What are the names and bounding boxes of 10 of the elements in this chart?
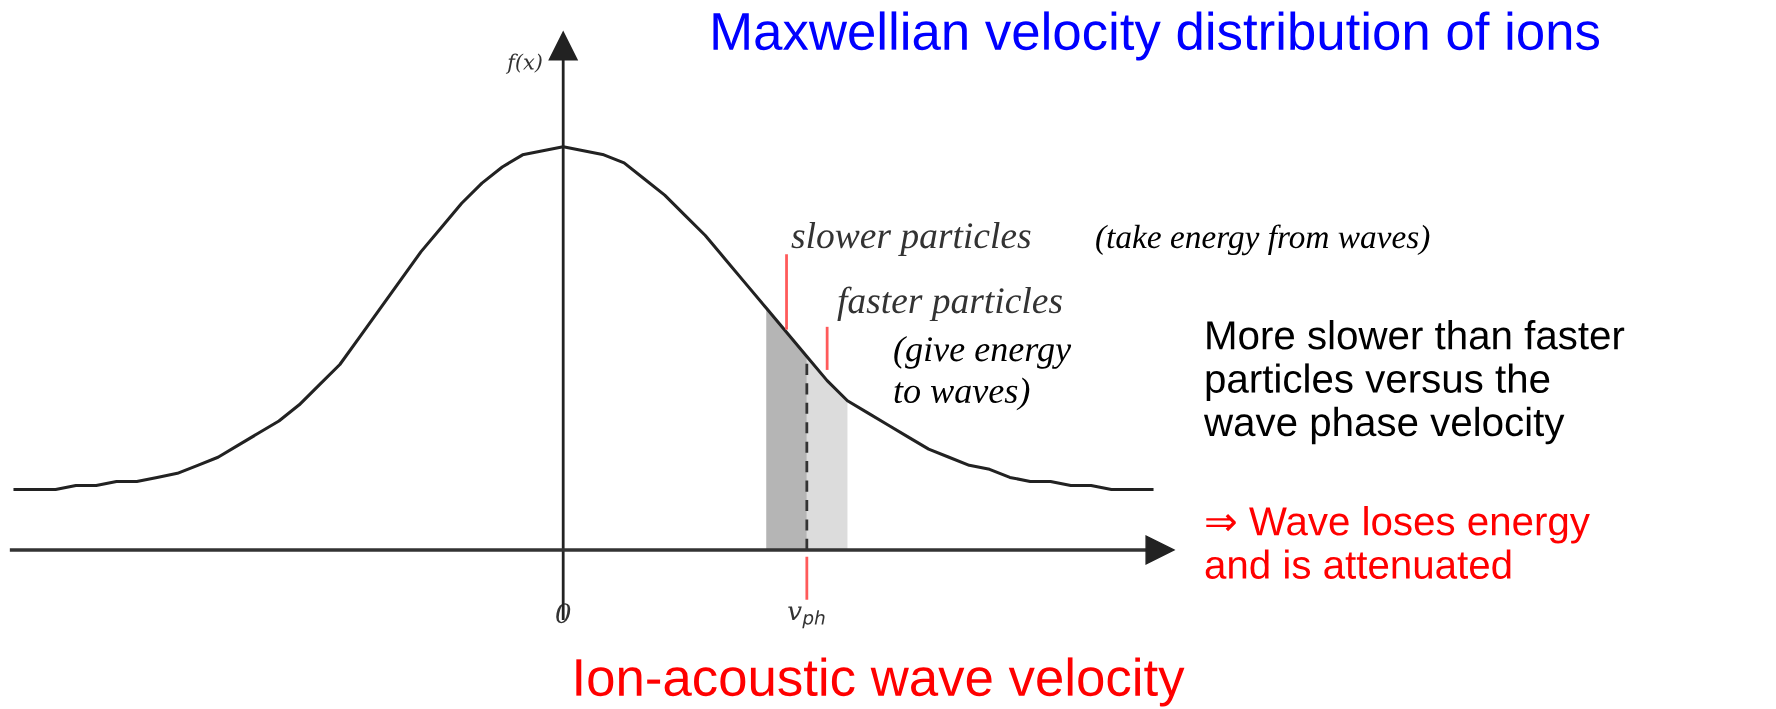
text: ⇒ Wave loses energy and is attenuated	[1205, 506, 1590, 579]
text: More slower than faster particles versus the wave phase velocity	[1203, 320, 1625, 445]
y-axis-title: f(x)	[505, 53, 542, 74]
annotation: faster particles	[837, 286, 1062, 321]
x-axis-title: Ion-acoustic wave velocity	[576, 657, 1185, 707]
chart-title: Maxwellian velocity distribution of ions	[713, 11, 1599, 61]
annotation: slower particles	[791, 221, 1031, 256]
x-tick-label: v$_{ph}$	[788, 606, 825, 629]
annotation: (take energy from waves)	[1096, 224, 1430, 256]
annotation: (give energy to waves)	[894, 336, 1072, 411]
